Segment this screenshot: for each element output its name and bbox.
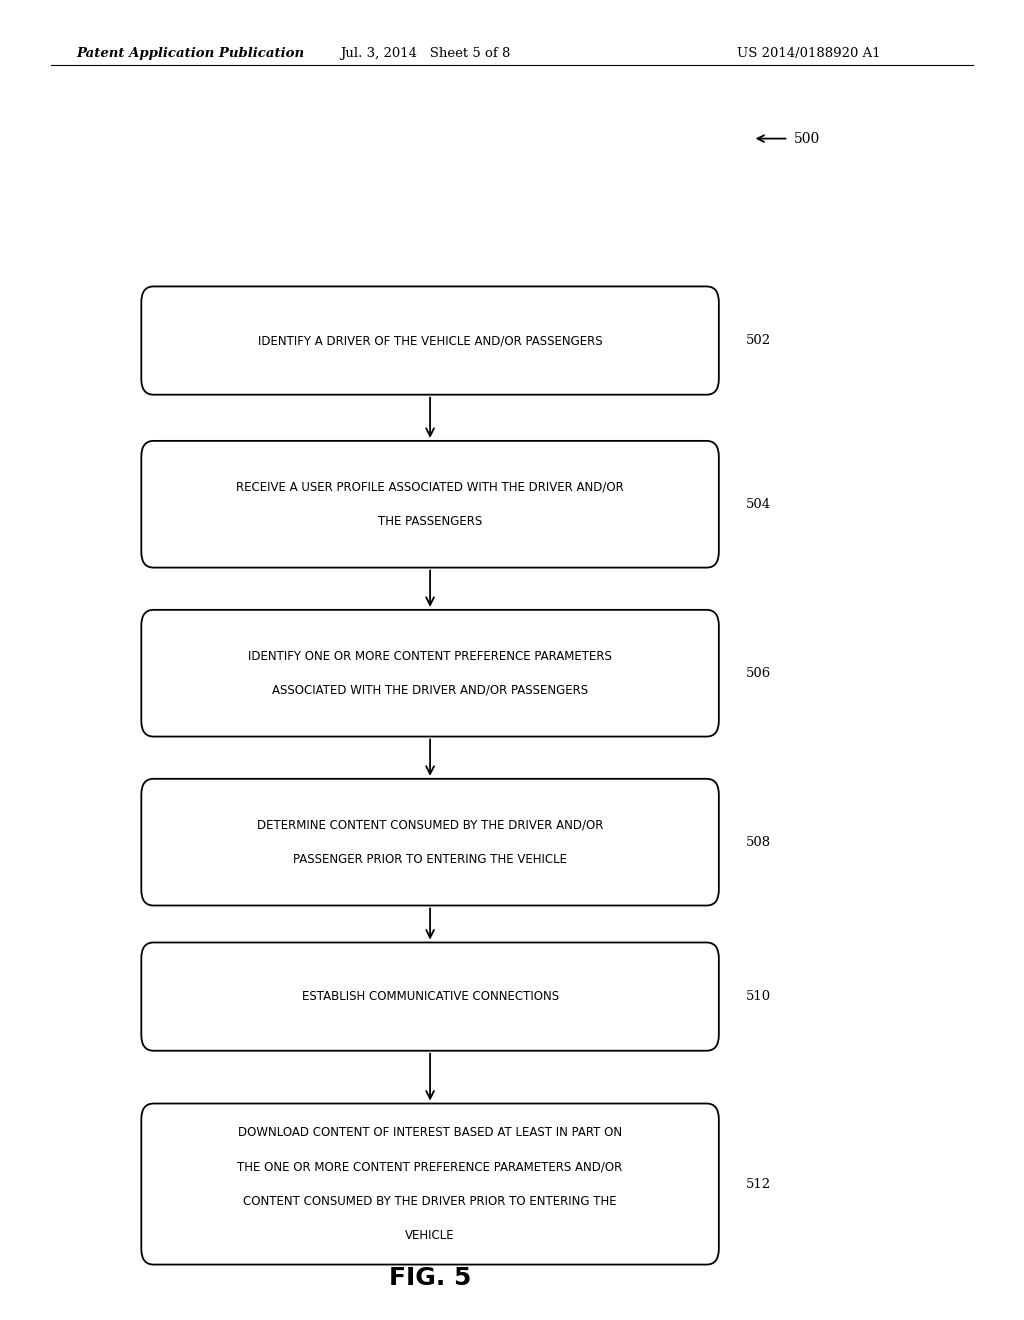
Text: THE ONE OR MORE CONTENT PREFERENCE PARAMETERS AND/OR: THE ONE OR MORE CONTENT PREFERENCE PARAM… [238,1160,623,1173]
Text: ASSOCIATED WITH THE DRIVER AND/OR PASSENGERS: ASSOCIATED WITH THE DRIVER AND/OR PASSEN… [272,684,588,697]
Text: RECEIVE A USER PROFILE ASSOCIATED WITH THE DRIVER AND/OR: RECEIVE A USER PROFILE ASSOCIATED WITH T… [237,480,624,494]
FancyBboxPatch shape [141,441,719,568]
Text: IDENTIFY A DRIVER OF THE VEHICLE AND/OR PASSENGERS: IDENTIFY A DRIVER OF THE VEHICLE AND/OR … [258,334,602,347]
Text: PASSENGER PRIOR TO ENTERING THE VEHICLE: PASSENGER PRIOR TO ENTERING THE VEHICLE [293,853,567,866]
Text: CONTENT CONSUMED BY THE DRIVER PRIOR TO ENTERING THE: CONTENT CONSUMED BY THE DRIVER PRIOR TO … [244,1195,616,1208]
Text: 508: 508 [745,836,771,849]
Text: IDENTIFY ONE OR MORE CONTENT PREFERENCE PARAMETERS: IDENTIFY ONE OR MORE CONTENT PREFERENCE … [248,649,612,663]
Text: DETERMINE CONTENT CONSUMED BY THE DRIVER AND/OR: DETERMINE CONTENT CONSUMED BY THE DRIVER… [257,818,603,832]
FancyBboxPatch shape [141,286,719,395]
Text: THE PASSENGERS: THE PASSENGERS [378,515,482,528]
Text: US 2014/0188920 A1: US 2014/0188920 A1 [737,48,881,59]
FancyBboxPatch shape [141,942,719,1051]
Text: 502: 502 [745,334,771,347]
FancyBboxPatch shape [141,779,719,906]
Text: ESTABLISH COMMUNICATIVE CONNECTIONS: ESTABLISH COMMUNICATIVE CONNECTIONS [301,990,559,1003]
Text: Jul. 3, 2014   Sheet 5 of 8: Jul. 3, 2014 Sheet 5 of 8 [340,48,510,59]
FancyBboxPatch shape [141,1104,719,1265]
Text: 510: 510 [745,990,771,1003]
Text: 500: 500 [794,132,820,145]
Text: 506: 506 [745,667,771,680]
FancyBboxPatch shape [141,610,719,737]
Text: VEHICLE: VEHICLE [406,1229,455,1242]
Text: Patent Application Publication: Patent Application Publication [77,48,305,59]
Text: 504: 504 [745,498,771,511]
Text: DOWNLOAD CONTENT OF INTEREST BASED AT LEAST IN PART ON: DOWNLOAD CONTENT OF INTEREST BASED AT LE… [238,1126,623,1139]
Text: 512: 512 [745,1177,771,1191]
Text: FIG. 5: FIG. 5 [389,1266,471,1290]
